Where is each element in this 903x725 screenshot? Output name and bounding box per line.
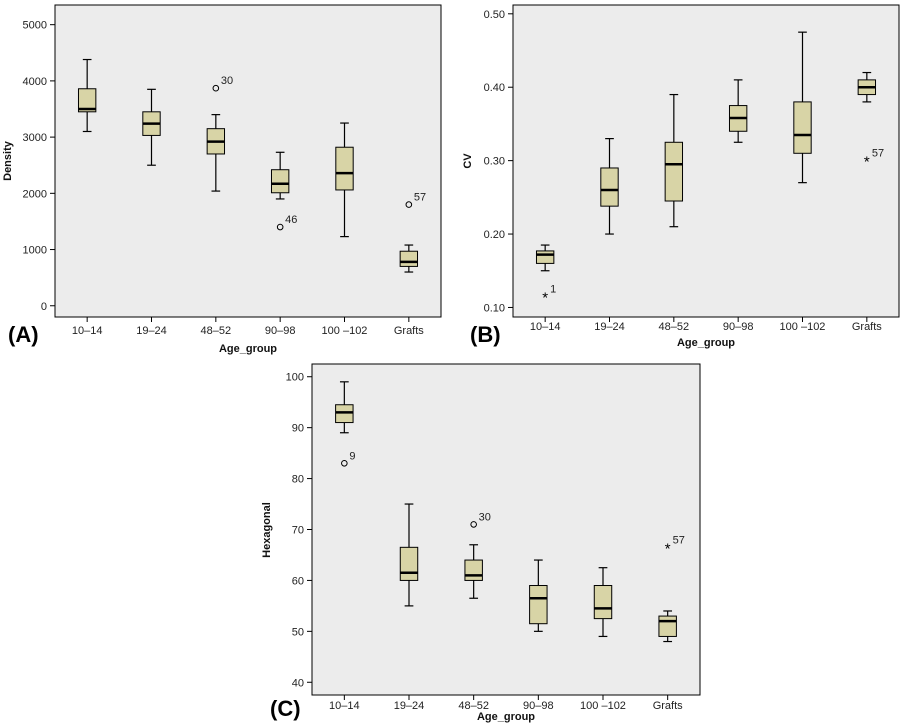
outlier-label: 9 — [349, 450, 355, 462]
box-iqr — [399, 546, 419, 581]
y-tick-label: 5000 — [23, 20, 47, 32]
y-tick-label: 50 — [292, 626, 304, 638]
x-axis-title-a: Age_group — [219, 343, 277, 355]
x-tick-label: 19–24 — [136, 325, 167, 337]
box-iqr — [335, 404, 354, 424]
x-tick-label: 90–98 — [523, 700, 554, 712]
y-tick-label: 100 — [286, 372, 304, 384]
outlier-label: 57 — [872, 148, 884, 160]
y-tick-label: 0.10 — [484, 302, 505, 314]
x-tick-label: 100 –102 — [322, 325, 368, 337]
box-iqr — [664, 141, 684, 202]
box-iqr — [658, 615, 677, 637]
panel-label-c: (C) — [270, 696, 301, 721]
x-tick-label: 19–24 — [394, 700, 425, 712]
x-tick-label: Grafts — [653, 700, 683, 712]
outlier-point — [276, 223, 284, 231]
chart-marks-b: 0.10 0.20 0.30 0.40 0.50 10–14 19–24 48–52 90–98… — [484, 9, 885, 333]
y-tick-label: 0.40 — [484, 82, 505, 94]
y-tick-label: 80 — [292, 474, 304, 486]
box-iqr — [77, 88, 97, 113]
y-axis-title-b: CV — [462, 153, 474, 169]
box-iqr — [535, 250, 555, 264]
panel-c: 40 50 60 70 80 90 100 10–14 19–24 48–52 90–98 100 –… — [261, 363, 701, 723]
outlier-point — [405, 201, 413, 208]
y-tick-label: 0.50 — [484, 9, 505, 21]
x-tick-label: 10–14 — [72, 325, 103, 337]
outlier-point — [341, 460, 348, 467]
outlier-label: 1 — [550, 283, 556, 295]
box-iqr — [793, 101, 812, 154]
x-tick-label: 19–24 — [594, 321, 625, 333]
box-iqr — [593, 585, 613, 620]
outlier-label: 57 — [414, 192, 426, 204]
box-iqr — [335, 146, 354, 191]
x-axis-title-b: Age_group — [677, 337, 735, 349]
x-axis-title-c: Age_group — [477, 711, 535, 723]
plot-area-c — [311, 363, 701, 696]
outlier-label: 30 — [479, 511, 491, 523]
box-iqr — [464, 559, 483, 581]
x-tick-label: Grafts — [852, 321, 882, 333]
box-iqr — [399, 250, 419, 267]
x-tick-label: 48–52 — [659, 321, 690, 333]
x-tick-label: 90–98 — [265, 325, 296, 337]
outlier-point — [212, 84, 220, 92]
y-tick-label: 40 — [292, 677, 304, 689]
y-tick-label: 60 — [292, 575, 304, 587]
x-tick-label: 48–52 — [458, 700, 489, 712]
outlier-label: 46 — [285, 214, 297, 226]
y-tick-label: 1000 — [23, 245, 47, 257]
plot-area-b — [512, 4, 900, 318]
x-tick-label: 100 –102 — [580, 700, 626, 712]
outlier-label: 57 — [673, 534, 685, 546]
box-iqr — [529, 585, 548, 625]
y-axis-title-c: Hexagonal — [261, 502, 273, 558]
x-tick-label: 48–52 — [201, 325, 232, 337]
panel-a: 0 1000 2000 3000 4000 5000 10–14 19–24 48–52 90–9… — [2, 4, 442, 355]
box-iqr — [270, 169, 290, 194]
chart-marks-a: 0 1000 2000 3000 4000 5000 10–14 19–24 48–52 90–9… — [23, 20, 427, 337]
y-tick-label: 4000 — [23, 76, 47, 88]
y-tick-label: 0 — [41, 301, 47, 313]
y-axis-title-a: Density — [2, 140, 14, 181]
x-tick-label: 100 –102 — [780, 321, 826, 333]
extreme-point: * — [864, 154, 870, 171]
y-tick-label: 70 — [292, 525, 304, 537]
plot-area-a — [54, 4, 442, 318]
panel-label-a: (A) — [8, 322, 39, 347]
y-tick-label: 0.20 — [484, 229, 505, 241]
extreme-point: * — [665, 540, 671, 557]
extreme-point: * — [542, 289, 548, 306]
x-tick-label: 10–14 — [530, 321, 561, 333]
y-tick-label: 90 — [292, 423, 304, 435]
panel-label-b: (B) — [470, 322, 501, 347]
outlier-label: 30 — [221, 75, 233, 87]
x-tick-label: 10–14 — [329, 700, 360, 712]
box-iqr — [600, 167, 619, 207]
outlier-point — [470, 521, 477, 528]
x-tick-label: Grafts — [394, 325, 424, 337]
panel-b: 0.10 0.20 0.30 0.40 0.50 10–14 19–24 48–52 90–98… — [462, 4, 900, 349]
x-tick-label: 90–98 — [723, 321, 754, 333]
y-tick-label: 2000 — [23, 188, 47, 200]
chart-marks-c: 40 50 60 70 80 90 100 10–14 19–24 48–52 90–98 100 –… — [286, 372, 685, 712]
y-tick-label: 3000 — [23, 132, 47, 144]
y-tick-label: 0.30 — [484, 156, 505, 168]
